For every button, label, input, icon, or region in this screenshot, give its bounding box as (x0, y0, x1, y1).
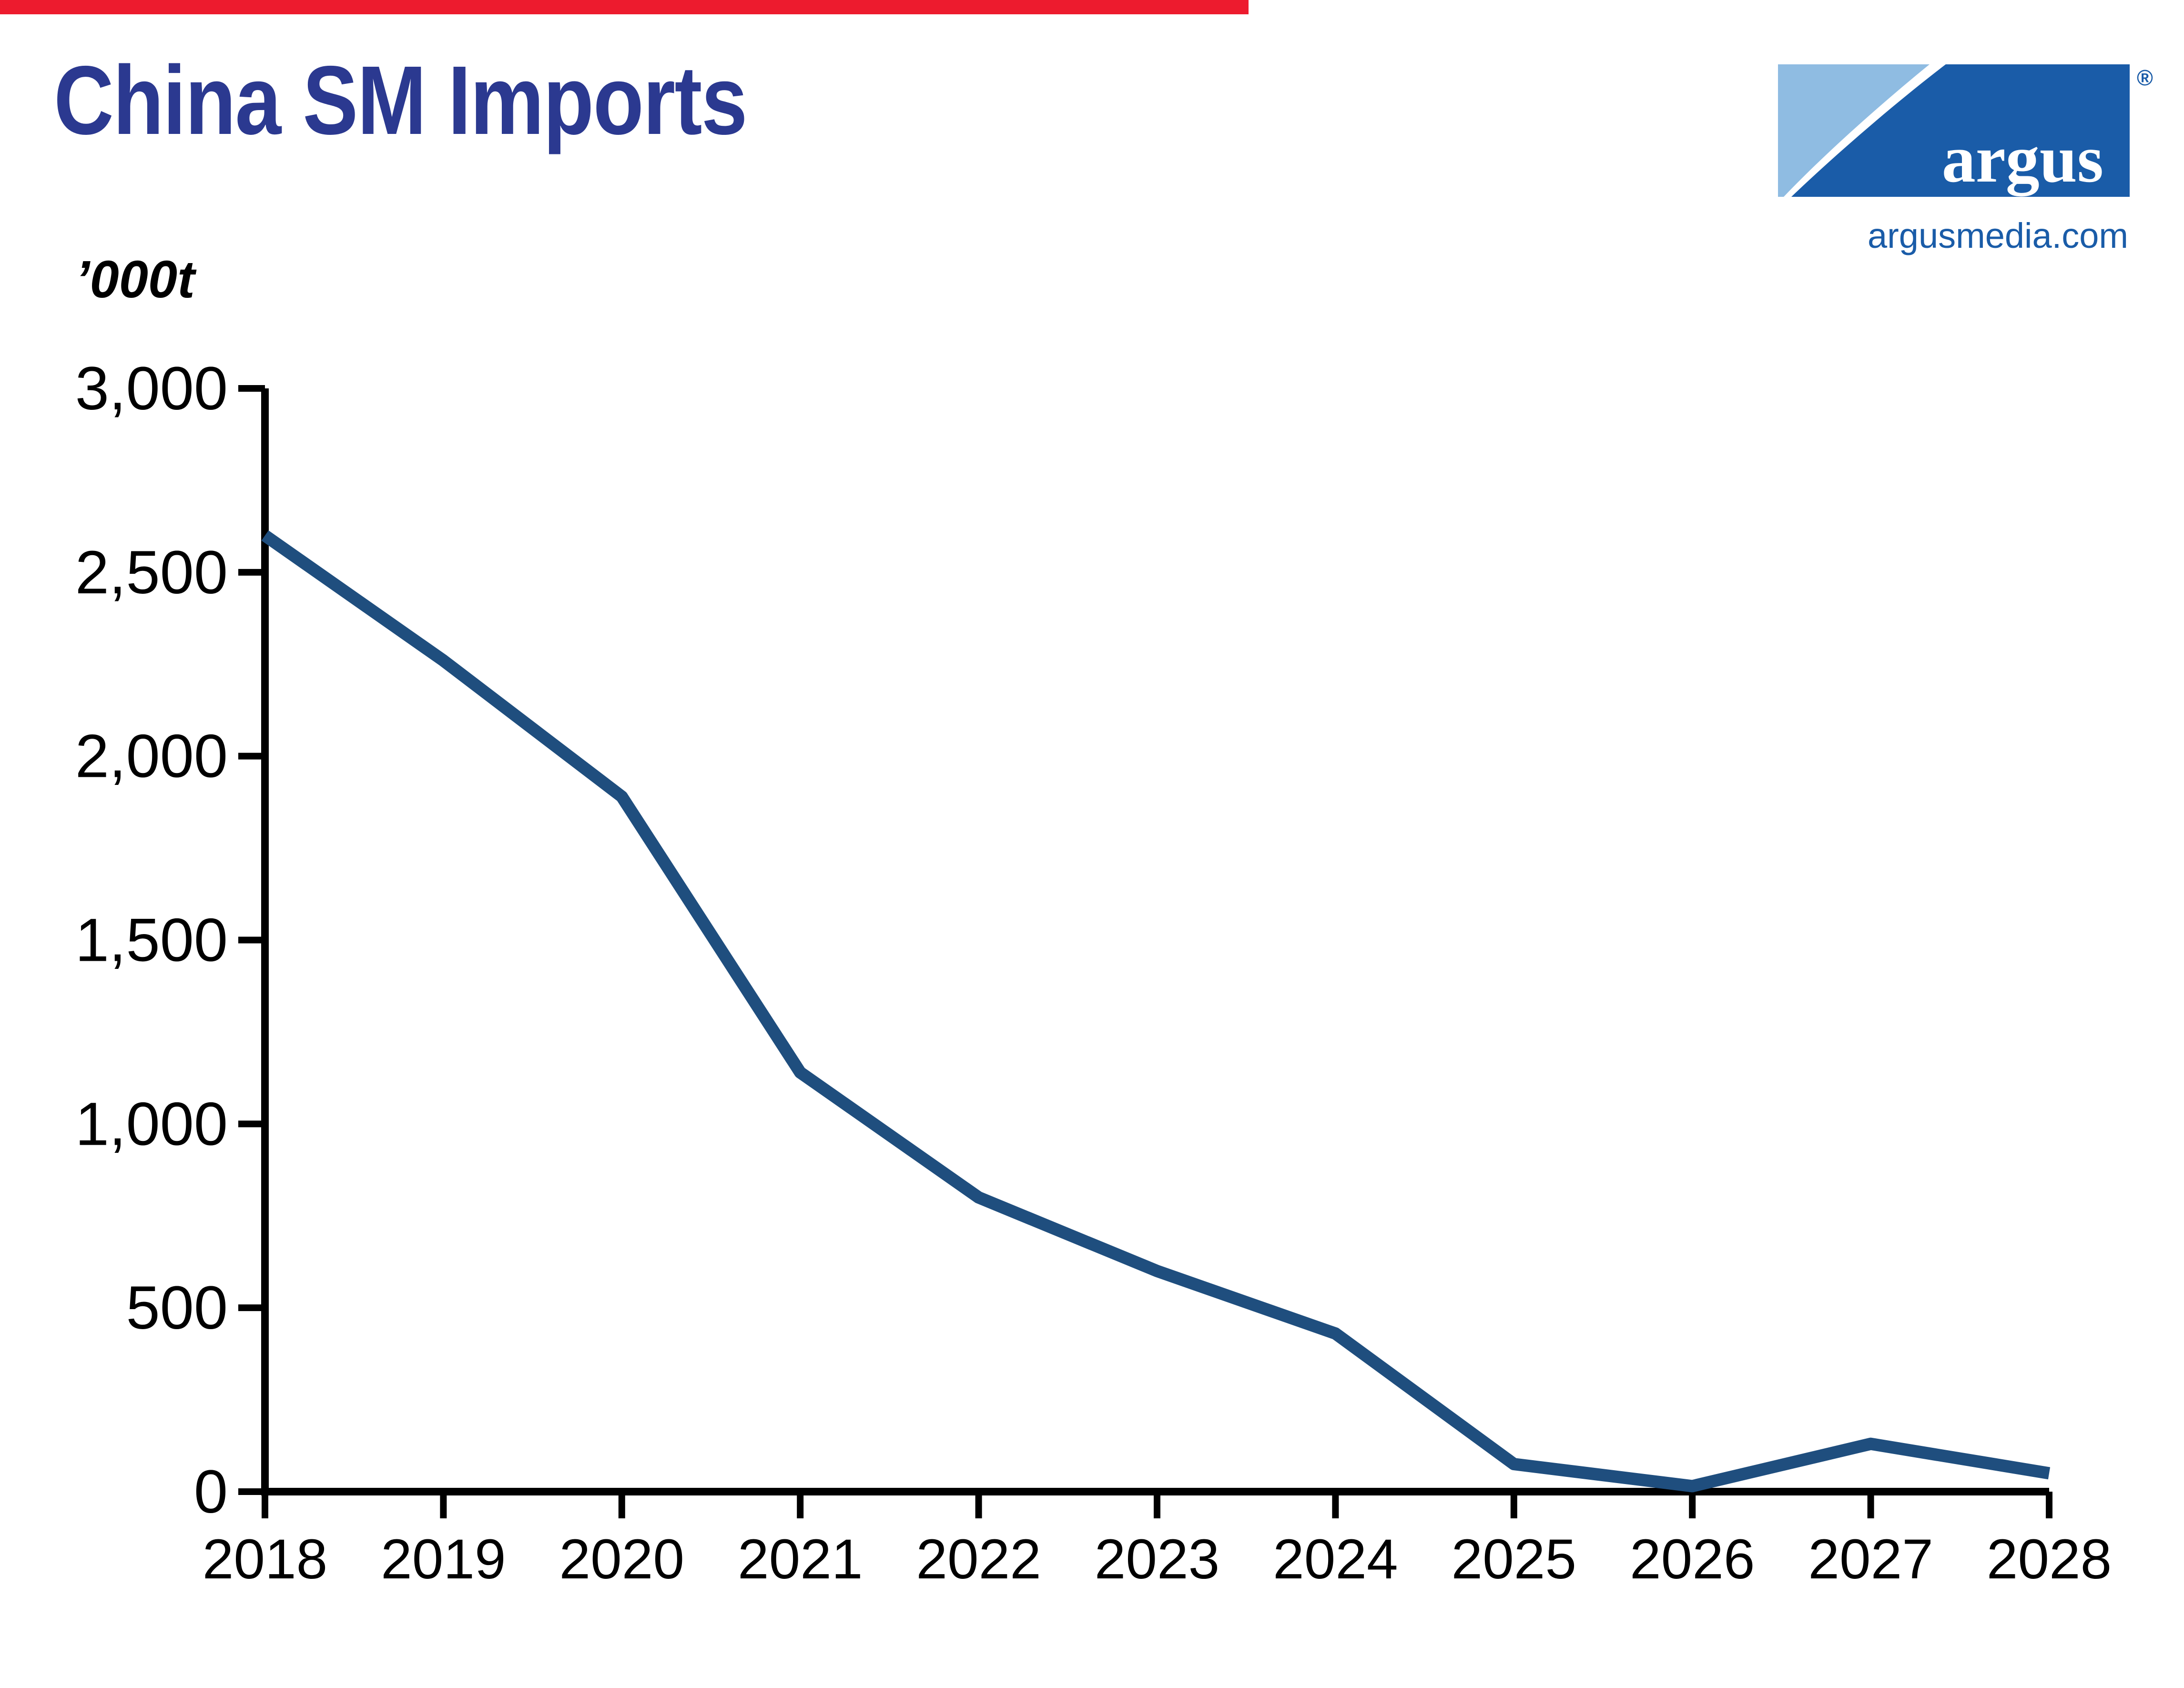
y-tick-label: 1,000 (75, 1090, 228, 1158)
y-tick-label: 0 (194, 1458, 228, 1526)
argus-logo-graphic: argus (1778, 64, 2130, 197)
x-tick-label: 2028 (1987, 1528, 2112, 1591)
y-tick-label: 500 (126, 1274, 228, 1342)
y-axis-unit-label: ’000t (75, 250, 195, 309)
x-tick-label: 2018 (203, 1528, 328, 1591)
x-tick-label: 2019 (381, 1528, 506, 1591)
x-tick-label: 2020 (559, 1528, 685, 1591)
top-accent-bar (0, 0, 1249, 14)
registered-trademark-icon: ® (2137, 65, 2153, 90)
x-tick-label: 2026 (1630, 1528, 1755, 1591)
y-tick-label: 1,500 (75, 906, 228, 975)
x-tick-label: 2027 (1808, 1528, 1933, 1591)
imports-series-line (261, 530, 2051, 1493)
y-tick-label: 2,000 (75, 722, 228, 791)
x-tick-label: 2024 (1273, 1528, 1398, 1591)
y-tick-label: 3,000 (75, 355, 228, 423)
x-tick-label: 2025 (1452, 1528, 1577, 1591)
x-tick-label: 2022 (916, 1528, 1041, 1591)
website-link[interactable]: argusmedia.com (1867, 216, 2128, 255)
logo-wedge (1778, 64, 1930, 197)
x-tick-label: 2021 (738, 1528, 863, 1591)
argus-logotype: argus (1942, 121, 2103, 196)
y-tick-label: 2,500 (75, 539, 228, 607)
x-tick-label: 2023 (1095, 1528, 1220, 1591)
chart-title: China SM Imports (54, 46, 748, 155)
argus-logo: argus (1778, 64, 2130, 197)
